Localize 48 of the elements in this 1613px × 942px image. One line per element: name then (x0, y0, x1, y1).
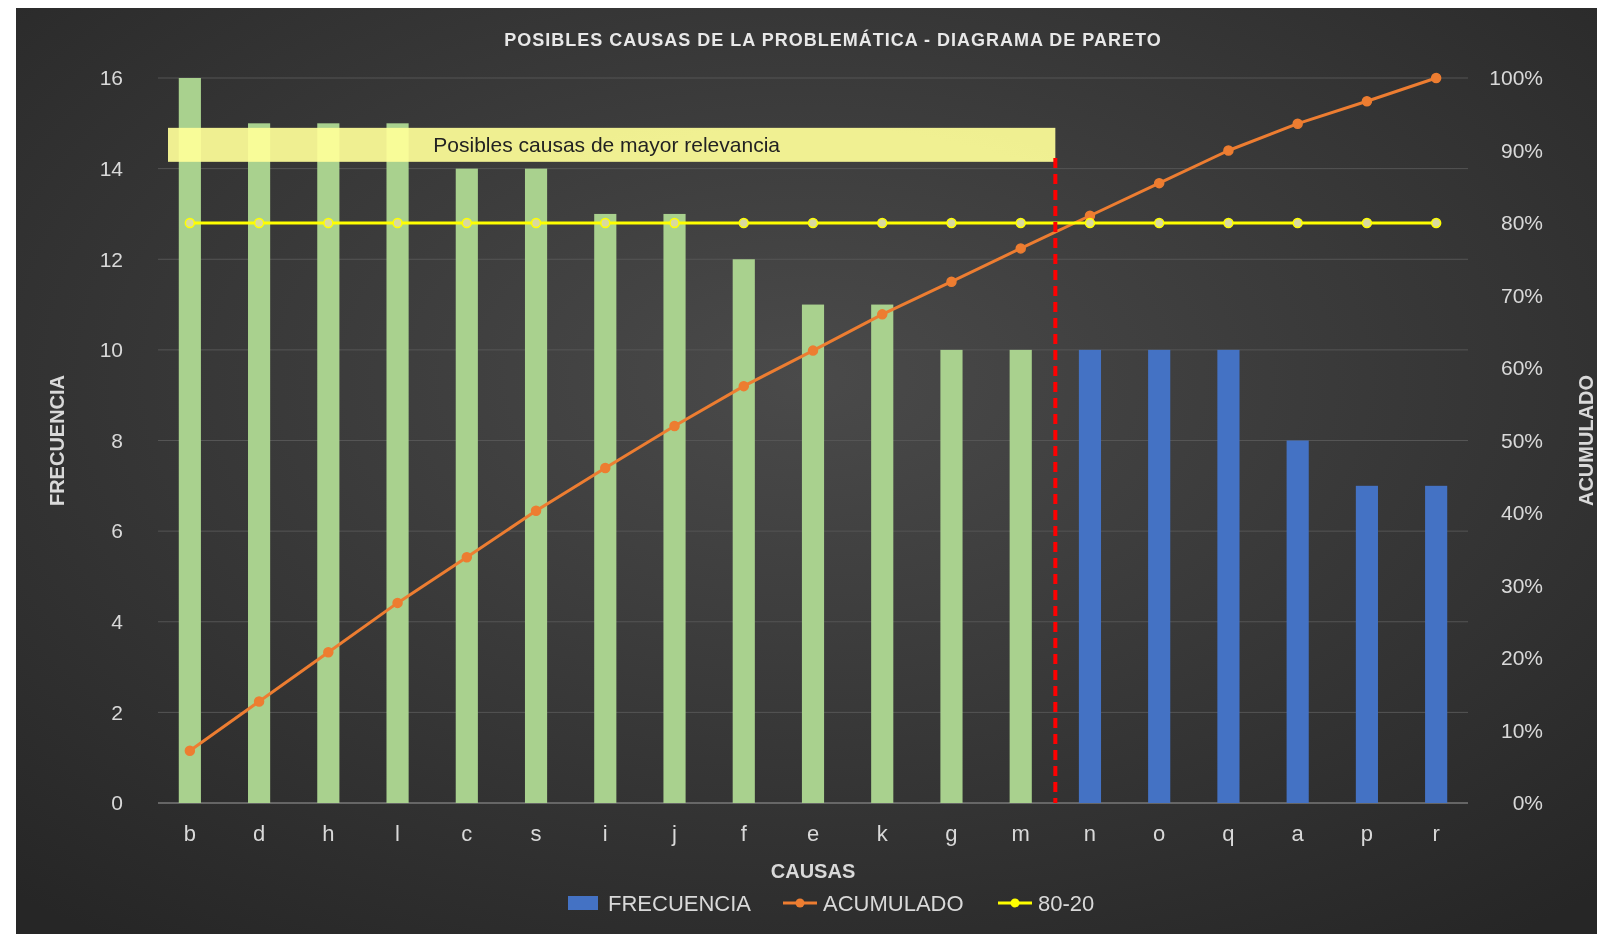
y-tick-label: 2 (111, 700, 123, 724)
x-tick-label: p (1360, 821, 1374, 846)
legend-label: 80-20 (1038, 890, 1095, 916)
x-tick-label: k (876, 821, 889, 846)
y-tick-label: 6 (111, 519, 123, 543)
legend-label: ACUMULADO (823, 890, 964, 916)
y-axis-title: FRECUENCIA (46, 374, 68, 507)
x-tick-label: m (1011, 821, 1030, 846)
y-tick-label: 14 (99, 156, 124, 180)
y2-tick-label: 10% (1500, 718, 1543, 742)
y2-axis-title: ACUMULADO (1575, 374, 1597, 507)
y2-tick-label: 70% (1500, 283, 1543, 307)
y-tick-label: 0 (111, 791, 123, 815)
x-tick-label: d (252, 821, 266, 846)
y-tick-label: 12 (99, 247, 123, 271)
y2-tick-label: 40% (1500, 501, 1543, 525)
chart-title: POSIBLES CAUSAS DE LA PROBLEMÁTICA - DIAGRAMA DE PARETO (504, 29, 1162, 50)
y2-tick-label: 60% (1500, 356, 1543, 380)
x-tick-label: f (740, 821, 748, 846)
y-tick-label: 4 (111, 610, 124, 634)
y2-tick-label: 30% (1500, 573, 1543, 597)
x-tick-label: c (461, 821, 473, 846)
x-tick-label: r (1432, 821, 1440, 846)
y-tick-label: 16 (99, 66, 123, 90)
y2-tick-label: 20% (1500, 646, 1543, 670)
legend-label: FRECUENCIA (608, 890, 752, 916)
x-tick-label: e (806, 821, 820, 846)
x-tick-label: n (1083, 821, 1097, 846)
y2-tick-label: 80% (1500, 211, 1543, 235)
label-box: Posibles causas de mayor relevancia (168, 127, 1056, 162)
x-tick-label: a (1291, 821, 1305, 846)
x-tick-label: j (671, 821, 677, 846)
y-tick-label: 10 (99, 338, 123, 362)
x-tick-label: g (945, 821, 958, 846)
annotation: Posibles causas de mayor relevancia (433, 133, 781, 157)
x-tick-label: i (602, 821, 608, 846)
x-tick-label: l (395, 821, 401, 846)
x-tick-label: q (1222, 821, 1235, 846)
y-tick-label: 8 (111, 428, 123, 452)
x-tick-label: o (1153, 821, 1166, 846)
x-tick-label: s (530, 821, 542, 846)
x-tick-label: h (322, 821, 335, 846)
x-axis-title: CAUSAS (770, 860, 856, 882)
y2-tick-label: 0% (1512, 791, 1543, 815)
y2-tick-label: 100% (1489, 66, 1543, 90)
x-tick-label: b (183, 821, 196, 846)
y2-tick-label: 90% (1500, 138, 1543, 162)
y2-tick-label: 50% (1500, 428, 1543, 452)
